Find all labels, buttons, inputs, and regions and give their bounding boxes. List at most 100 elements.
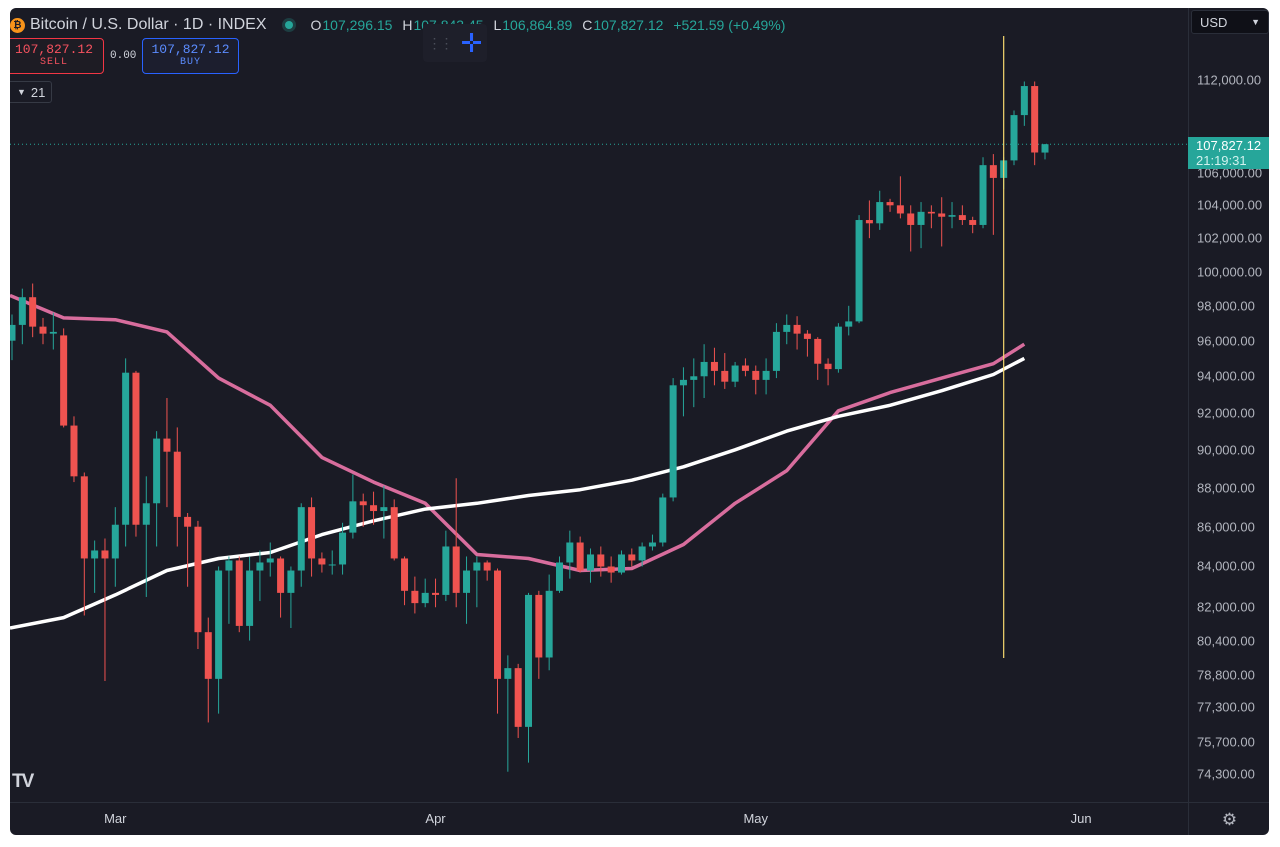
drag-handle-icon[interactable]: ⋮⋮ bbox=[427, 34, 454, 51]
candle-body bbox=[287, 570, 295, 593]
candle-body bbox=[339, 532, 347, 565]
candle-body bbox=[122, 372, 130, 525]
candle-body bbox=[380, 507, 388, 512]
candle-body bbox=[772, 331, 780, 371]
spread-value: 0.00 bbox=[110, 50, 137, 62]
low-value: 106,864.89 bbox=[502, 17, 573, 33]
market-open-icon bbox=[284, 21, 293, 29]
time-label: Jun bbox=[1070, 811, 1092, 826]
candle-body bbox=[194, 526, 202, 633]
currency-select[interactable]: USD ▼ bbox=[1191, 10, 1269, 34]
price-tick: 82,000.00 bbox=[1197, 599, 1255, 615]
candle-body bbox=[865, 220, 873, 224]
candle-body bbox=[535, 594, 543, 658]
candle-body bbox=[494, 570, 502, 679]
buy-button[interactable]: 107,827.12 BUY bbox=[142, 38, 239, 74]
open-value: 107,296.15 bbox=[322, 17, 393, 33]
candle-body bbox=[617, 554, 625, 573]
price-axis[interactable]: 112,000.00 106,000.00 104,000.00 102,000.00… bbox=[1188, 8, 1269, 802]
candle-body bbox=[359, 501, 367, 506]
candle-body bbox=[473, 562, 481, 571]
candle-body bbox=[607, 566, 615, 573]
symbol-title[interactable]: Bitcoin / U.S. Dollar · 1D · INDEX bbox=[30, 16, 267, 33]
candle-body bbox=[628, 554, 636, 561]
candle-body bbox=[969, 220, 977, 225]
candle-body bbox=[184, 516, 192, 527]
candle-body bbox=[525, 594, 532, 727]
candle-body bbox=[927, 211, 935, 214]
candle-body bbox=[834, 326, 842, 370]
sell-price: 107,827.12 bbox=[14, 42, 93, 57]
candle-body bbox=[60, 335, 68, 426]
candle-body bbox=[142, 503, 150, 525]
candle-body bbox=[29, 297, 37, 327]
candle-body bbox=[1020, 86, 1028, 116]
candle-body bbox=[308, 507, 316, 559]
price-tick: 75,700.00 bbox=[1197, 734, 1255, 750]
indicators-count: 21 bbox=[30, 84, 46, 100]
candle-body bbox=[153, 438, 161, 504]
time-axis[interactable]: Mar Apr May Jun bbox=[10, 802, 1188, 835]
candle-body bbox=[297, 507, 305, 571]
price-tick: 94,000.00 bbox=[1197, 368, 1255, 384]
candle-body bbox=[452, 546, 460, 593]
candle-body bbox=[597, 554, 605, 567]
crosshair-icon[interactable]: ✛ bbox=[460, 28, 483, 58]
floating-toolbar[interactable]: ⋮⋮ ✛ bbox=[423, 24, 487, 62]
currency-label: USD bbox=[1200, 14, 1228, 30]
candle-body bbox=[91, 550, 99, 559]
candle-body bbox=[896, 205, 904, 214]
candle-body bbox=[555, 562, 563, 591]
chart-area[interactable] bbox=[10, 8, 1188, 802]
candle-body bbox=[349, 501, 357, 533]
candle-body bbox=[690, 376, 698, 380]
candle-body bbox=[70, 425, 78, 477]
candle-body bbox=[18, 297, 26, 325]
chevron-down-icon: ▼ bbox=[1251, 17, 1260, 27]
candle-body bbox=[803, 333, 811, 339]
candle-body bbox=[814, 338, 822, 364]
candle-body bbox=[648, 542, 656, 547]
price-tick: 104,000.00 bbox=[1197, 197, 1263, 213]
sell-button[interactable]: 107,827.12 SELL bbox=[10, 38, 104, 74]
candle-body bbox=[463, 570, 471, 593]
sell-label: SELL bbox=[39, 57, 68, 68]
moving-average-line bbox=[10, 356, 1026, 630]
candle-body bbox=[938, 213, 946, 217]
close-value: 107,827.12 bbox=[593, 17, 664, 33]
price-chart[interactable] bbox=[10, 8, 1188, 802]
candle-body bbox=[731, 365, 739, 382]
candle-body bbox=[638, 546, 646, 561]
indicators-toggle[interactable]: ▼ 21 bbox=[10, 81, 53, 103]
candle-body bbox=[432, 592, 440, 595]
candle-body bbox=[659, 497, 667, 543]
candle-body bbox=[80, 476, 88, 559]
candle-body bbox=[793, 324, 801, 334]
candle-body bbox=[876, 202, 884, 224]
candle-body bbox=[370, 505, 378, 512]
candle-body bbox=[514, 668, 522, 727]
candle-body bbox=[700, 361, 708, 377]
tradingview-logo: TV bbox=[12, 771, 34, 792]
change-value: +521.59 (+0.49%) bbox=[673, 17, 786, 33]
candle-body bbox=[669, 385, 677, 498]
candle-body bbox=[246, 570, 254, 626]
price-tick: 102,000.00 bbox=[1197, 230, 1263, 246]
candle-body bbox=[855, 220, 863, 322]
candle-body bbox=[721, 370, 729, 382]
candle-body bbox=[10, 324, 16, 341]
current-price: 107,827.12 bbox=[1196, 138, 1262, 153]
chart-settings-button[interactable]: ⚙ bbox=[1188, 802, 1269, 835]
candle-body bbox=[442, 546, 450, 595]
gear-icon: ⚙ bbox=[1221, 809, 1238, 829]
price-tick: 96,000.00 bbox=[1197, 333, 1255, 349]
candle-body bbox=[1041, 144, 1049, 153]
candle-body bbox=[917, 211, 925, 225]
buy-label: BUY bbox=[179, 57, 201, 68]
candle-body bbox=[679, 379, 687, 386]
candle-body bbox=[886, 202, 894, 206]
time-label: Apr bbox=[425, 811, 446, 826]
price-tick: 80,400.00 bbox=[1197, 633, 1255, 649]
candle-body bbox=[762, 370, 770, 380]
price-tick: 106,000.00 bbox=[1197, 165, 1263, 181]
